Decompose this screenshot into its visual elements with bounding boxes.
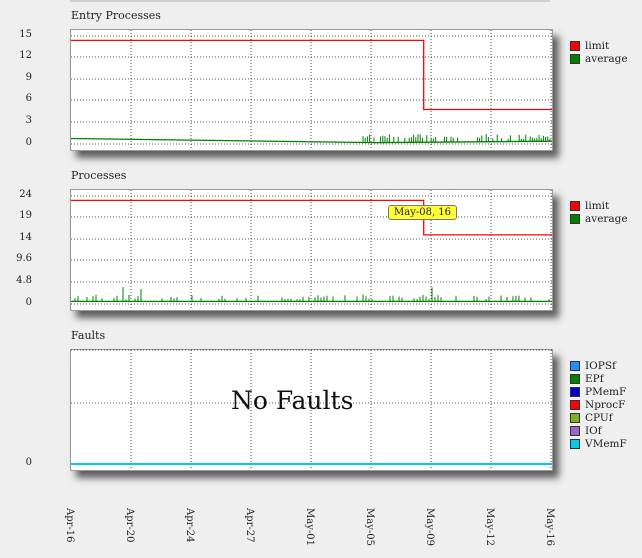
top-panel-edge [70, 0, 550, 2]
legend-label: average [585, 212, 628, 225]
legend-item-VMemF[interactable]: VMemF [570, 437, 627, 450]
legend-swatch [570, 386, 580, 397]
x-tick-label: Apr-27 [244, 508, 255, 543]
y-tick-label: 0 [25, 137, 32, 148]
no-faults-message: No Faults [231, 386, 354, 415]
processes-tooltip: May-08, 16 [388, 205, 458, 220]
legend-swatch [570, 213, 580, 224]
legend-item-EPf[interactable]: EPf [570, 372, 627, 385]
y-tick-label: 9 [25, 72, 32, 83]
faults-plot[interactable] [70, 349, 553, 471]
faults-legend: IOPSf EPf PMemF NprocF CPUf IOf VMemF [570, 359, 627, 450]
legend-label: PMemF [585, 385, 627, 398]
legend-item-NprocF[interactable]: NprocF [570, 398, 627, 411]
y-tick-label: 12 [19, 50, 32, 61]
legend-item-average[interactable]: average [570, 52, 628, 65]
legend-swatch [570, 53, 580, 64]
plot-svg [71, 190, 552, 310]
legend-swatch [570, 425, 580, 436]
y-tick-label: 14 [19, 232, 32, 243]
x-tick-label: May-05 [364, 508, 375, 546]
legend-swatch [570, 40, 580, 51]
plot-svg [71, 349, 552, 470]
legend-item-IOf[interactable]: IOf [570, 424, 627, 437]
processes-plot[interactable] [70, 189, 553, 311]
x-tick-label: May-12 [484, 508, 495, 546]
y-tick-label: 15 [19, 29, 32, 40]
legend-label: NprocF [585, 398, 626, 411]
x-tick-label: Apr-24 [184, 508, 195, 543]
chart-title-processes: Processes [71, 169, 127, 182]
legend-item-limit[interactable]: limit [570, 199, 628, 212]
legend-swatch [570, 200, 580, 211]
average-spikes [362, 134, 551, 142]
y-tick-label: 24 [19, 189, 32, 200]
legend-swatch [570, 438, 580, 449]
legend-item-limit[interactable]: limit [570, 39, 628, 52]
y-tick-label: 0 [25, 297, 32, 308]
x-tick-label: Apr-16 [64, 508, 75, 543]
x-tick-label: May-09 [424, 508, 435, 546]
x-tick-label: May-01 [304, 508, 315, 546]
legend-label: IOPSf [585, 359, 616, 372]
average-spikes [74, 287, 550, 302]
entry-processes-legend: limit average [570, 39, 628, 65]
legend-item-IOPSf[interactable]: IOPSf [570, 359, 627, 372]
legend-swatch [570, 373, 580, 384]
legend-item-average[interactable]: average [570, 212, 628, 225]
y-tick-label: 9.6 [16, 253, 32, 264]
legend-label: CPUf [585, 411, 613, 424]
chart-title-entry-processes: Entry Processes [71, 9, 161, 22]
legend-label: EPf [585, 372, 604, 385]
legend-label: limit [585, 39, 610, 52]
legend-swatch [570, 360, 580, 371]
legend-label: limit [585, 199, 610, 212]
y-tick-label: 19 [19, 210, 32, 221]
plot-svg [70, 30, 553, 150]
entry-processes-plot[interactable] [70, 29, 553, 151]
x-tick-label: May-16 [544, 508, 555, 546]
y-tick-label: 6 [25, 93, 32, 104]
y-tick-label: 0 [25, 457, 32, 468]
legend-label: VMemF [585, 437, 627, 450]
y-tick-label: 3 [25, 115, 32, 126]
chart-title-faults: Faults [71, 329, 106, 342]
y-tick-label: 4.8 [16, 275, 32, 286]
x-tick-label: Apr-20 [124, 508, 135, 543]
legend-swatch [570, 412, 580, 423]
legend-item-PMemF[interactable]: PMemF [570, 385, 627, 398]
legend-swatch [570, 399, 580, 410]
series-line-limit [71, 199, 552, 236]
legend-label: average [585, 52, 628, 65]
series-line-limit [71, 39, 552, 111]
legend-item-CPUf[interactable]: CPUf [570, 411, 627, 424]
legend-label: IOf [585, 424, 602, 437]
processes-legend: limit average [570, 199, 628, 225]
